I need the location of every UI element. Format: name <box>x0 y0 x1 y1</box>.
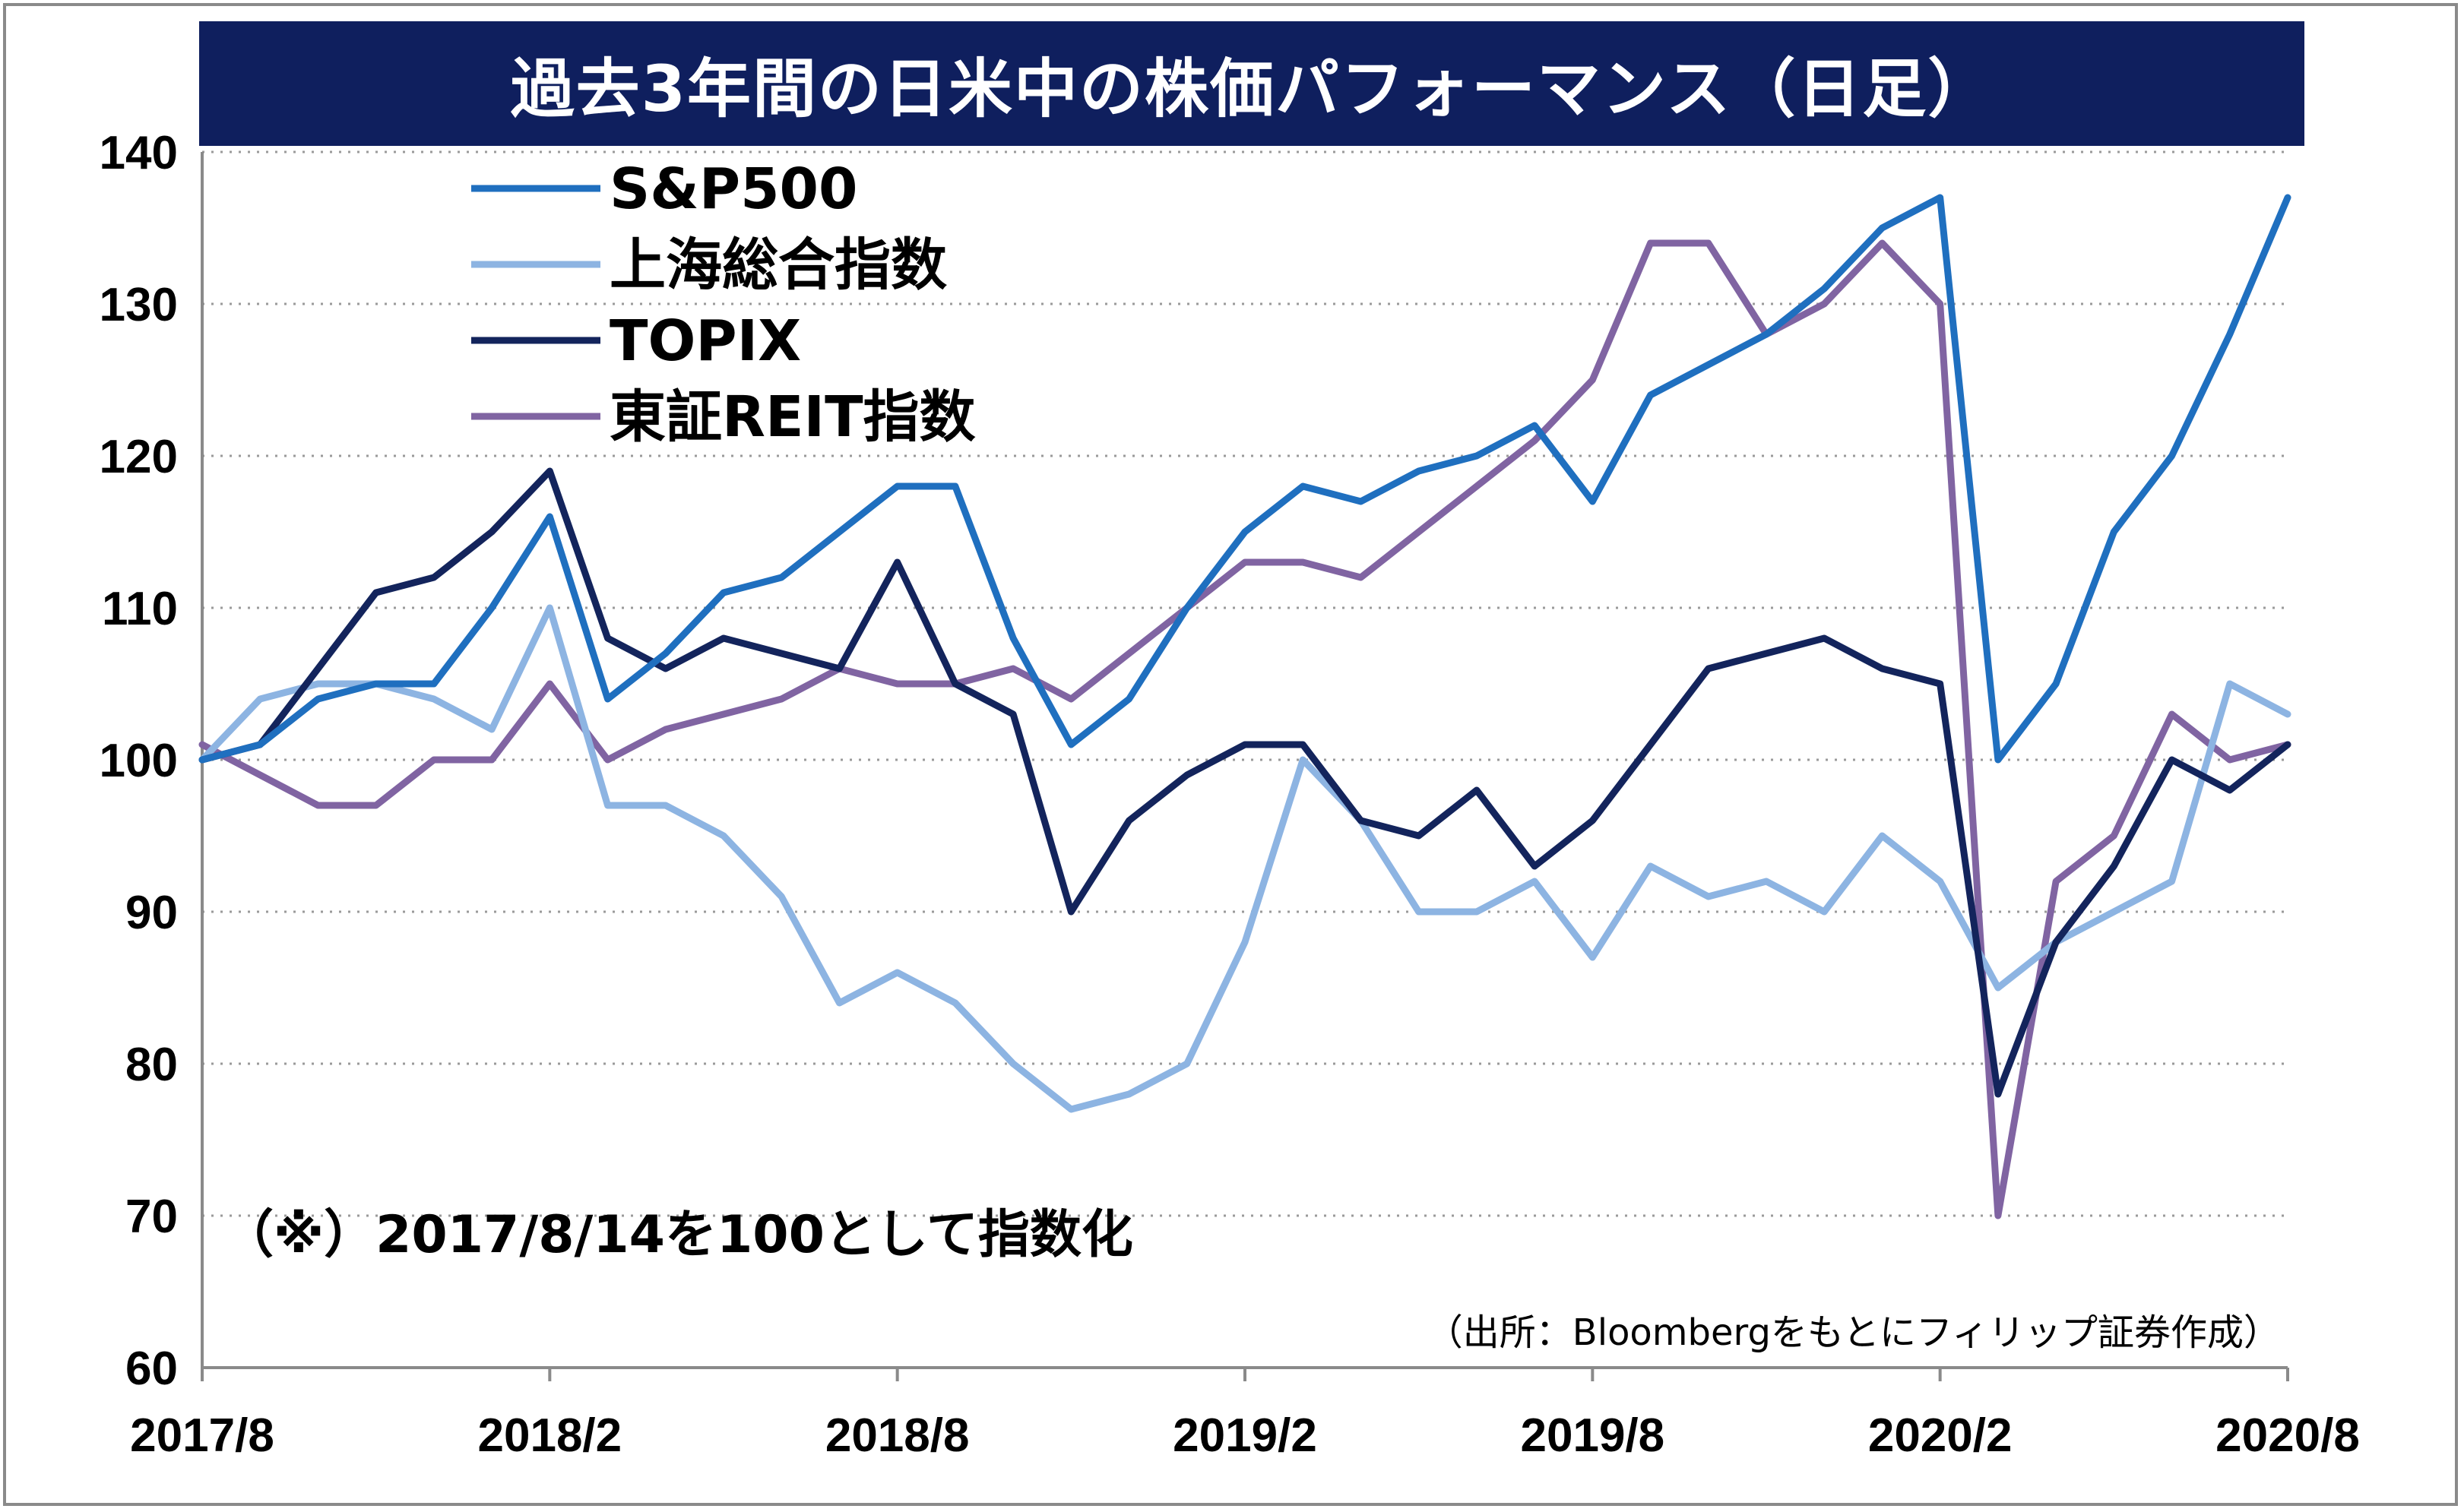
source-note: （出所：Bloombergをもとにフィリップ証券作成） <box>1427 1311 2280 1354</box>
axes <box>201 152 2289 1381</box>
x-tick-label: 2020/8 <box>2215 1409 2360 1462</box>
series-line-3 <box>198 239 2291 1219</box>
y-tick-label: 140 <box>100 127 178 179</box>
series-line-2 <box>198 467 2291 1098</box>
index-note: （※）2017/8/14を100として指数化 <box>222 1205 1133 1265</box>
y-tick-label: 90 <box>125 887 178 939</box>
x-tick-label: 2018/2 <box>478 1409 622 1462</box>
x-tick-label: 2018/8 <box>825 1409 970 1462</box>
x-tick-label: 2017/8 <box>130 1409 274 1462</box>
legend-label: TOPIX <box>610 308 801 374</box>
legend-label: 上海総合指数 <box>610 232 947 298</box>
y-tick-label: 120 <box>100 431 178 483</box>
y-tick-label: 100 <box>100 735 178 787</box>
legend-label: S&P500 <box>610 157 858 222</box>
y-tick-label: 80 <box>125 1039 178 1091</box>
chart-title: 過去3年間の日米中の株価パフォーマンス（日足） <box>199 21 2304 146</box>
series-line-0 <box>198 194 2291 764</box>
y-tick-label: 130 <box>100 279 178 331</box>
series-line-1 <box>198 604 2291 1113</box>
x-tick-label: 2020/2 <box>1868 1409 2013 1462</box>
y-tick-label: 70 <box>125 1191 178 1243</box>
y-tick-label: 110 <box>102 583 178 635</box>
x-tick-label: 2019/8 <box>1521 1409 1665 1462</box>
y-tick-labels: 60 70 80 90 100 110 120 130 140 <box>100 127 178 1395</box>
legend-label: 東証REIT指数 <box>610 384 976 450</box>
series-lines <box>198 194 2291 1219</box>
x-tick-labels: 2017/8 2018/2 2018/8 2019/2 2019/8 2020/2 2020… <box>130 1409 2360 1462</box>
chart-frame <box>3 3 2458 1506</box>
x-tick-label: 2019/2 <box>1173 1409 1317 1462</box>
y-tick-label: 60 <box>125 1343 178 1395</box>
legend: S&P500 上海総合指数 TOPIX 東証REIT指数 <box>471 157 976 450</box>
